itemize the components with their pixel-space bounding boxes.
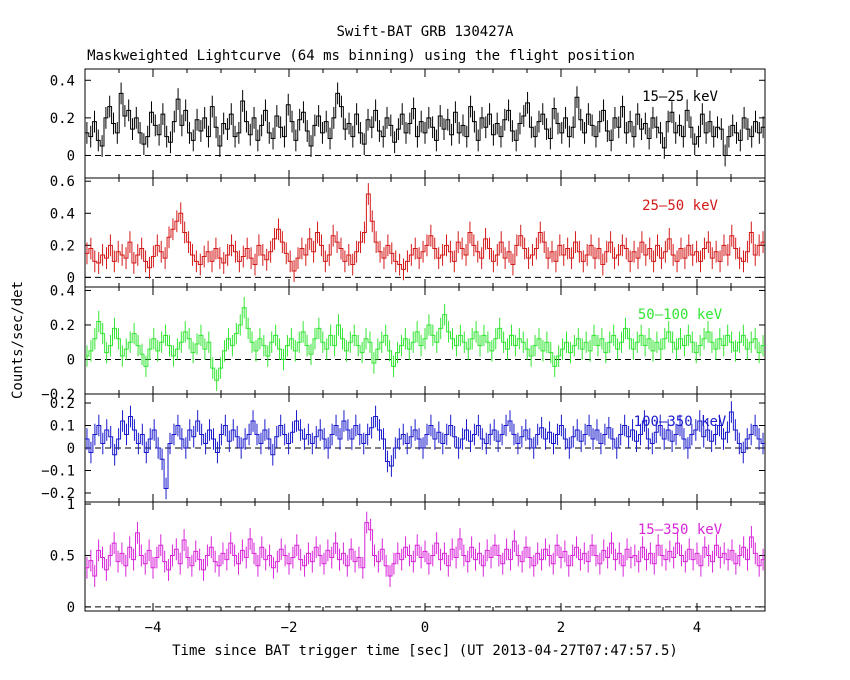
- y-tick-label: 0: [67, 600, 75, 616]
- chart-title: Swift-BAT GRB 130427A: [336, 24, 514, 40]
- y-tick-label: 0.2: [50, 318, 75, 334]
- energy-band-label: 15–350 keV: [638, 522, 723, 538]
- y-tick-label: 0.2: [50, 238, 75, 254]
- x-tick-label: −2: [281, 620, 298, 636]
- energy-band-label: 50–100 keV: [638, 307, 723, 323]
- y-tick-label: −0.2: [41, 387, 75, 403]
- x-tick-label: 4: [693, 620, 701, 636]
- x-axis-label: Time since BAT trigger time [sec] (UT 20…: [172, 643, 678, 659]
- lightcurve-series: [85, 193, 765, 272]
- y-tick-label: 0: [67, 441, 75, 457]
- y-tick-label: −0.2: [41, 486, 75, 502]
- energy-band-label: 25–50 keV: [642, 198, 718, 214]
- energy-band-label: 15–25 keV: [642, 89, 718, 105]
- y-tick-label: 0.2: [50, 396, 75, 412]
- y-tick-label: 0: [67, 270, 75, 286]
- y-tick-label: 0.1: [50, 419, 75, 435]
- y-tick-label: 0.4: [50, 73, 75, 89]
- y-tick-label: −0.1: [41, 464, 75, 480]
- y-tick-label: 0: [67, 352, 75, 368]
- chart-subtitle: Maskweighted Lightcurve (64 ms binning) …: [87, 48, 635, 64]
- y-tick-label: 0.5: [50, 548, 75, 564]
- x-tick-label: −4: [145, 620, 162, 636]
- energy-band-label: 100–350 keV: [634, 414, 727, 430]
- y-tick-label: 0.2: [50, 111, 75, 127]
- y-tick-label: 0.6: [50, 174, 75, 190]
- x-tick-label: 2: [557, 620, 565, 636]
- y-tick-label: 0.4: [50, 206, 75, 222]
- lightcurve-series: [85, 411, 765, 489]
- y-tick-label: 0: [67, 148, 75, 164]
- y-tick-label: 0.4: [50, 283, 75, 299]
- y-axis-label: Counts/sec/det: [10, 281, 26, 399]
- y-tick-label: 1: [67, 497, 75, 513]
- x-tick-label: 0: [421, 620, 429, 636]
